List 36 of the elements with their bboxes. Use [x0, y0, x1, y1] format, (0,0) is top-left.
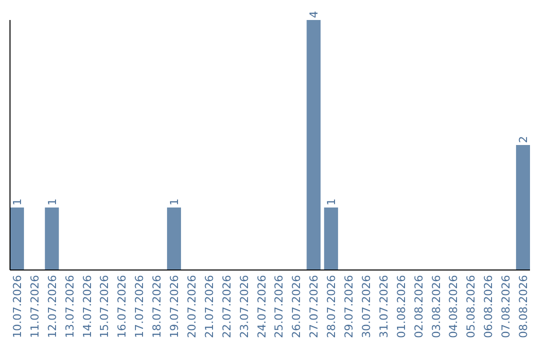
- data-label: 4: [308, 11, 321, 18]
- x-tick-label: 10.07.2026: [10, 275, 24, 338]
- x-tick-label: 19.07.2026: [168, 275, 182, 338]
- x-tick-label: 16.07.2026: [116, 275, 129, 338]
- x-tick-label: 14.07.2026: [80, 275, 94, 338]
- x-tick-label: 17.07.2026: [133, 275, 146, 338]
- x-tick-label: 03.08.2026: [430, 275, 443, 338]
- x-tick-label: 12.07.2026: [46, 275, 59, 338]
- data-label: 2: [517, 136, 530, 143]
- x-tick-label: 27.07.2026: [308, 275, 321, 338]
- x-tick-label: 11.07.2026: [28, 275, 42, 338]
- x-tick-label: 06.08.2026: [482, 275, 496, 338]
- x-tick-label: 20.07.2026: [185, 275, 198, 338]
- data-label: 1: [325, 198, 338, 206]
- data-label: 1: [46, 198, 59, 206]
- x-tick-label: 21.07.2026: [202, 275, 216, 338]
- x-tick-label: 15.07.2026: [98, 275, 112, 338]
- x-tick-label: 31.07.2026: [377, 275, 390, 338]
- x-tick-label: 18.07.2026: [150, 275, 164, 338]
- x-tick-label: 30.07.2026: [360, 275, 373, 338]
- x-tick-label: 24.07.2026: [255, 275, 268, 338]
- x-tick-label: 07.08.2026: [500, 275, 513, 338]
- x-tick-label: 23.07.2026: [238, 275, 251, 338]
- x-tick-label: 05.08.2026: [464, 275, 478, 338]
- data-label: 1: [10, 198, 24, 206]
- data-label: 1: [168, 198, 182, 206]
- x-tick-label: 29.07.2026: [342, 275, 356, 338]
- x-tick-label: 25.07.2026: [272, 275, 286, 338]
- x-tick-label: 08.08.2026: [517, 275, 530, 338]
- x-tick-label: 02.08.2026: [412, 275, 426, 338]
- x-tick-label: 28.07.2026: [325, 275, 338, 338]
- x-tick-label: 13.07.2026: [63, 275, 76, 338]
- x-tick-label: 22.07.2026: [220, 275, 234, 338]
- x-tick-label: 26.07.2026: [290, 275, 304, 338]
- x-tick-label: 01.08.2026: [394, 275, 408, 338]
- x-tick-label: 04.08.2026: [447, 275, 460, 338]
